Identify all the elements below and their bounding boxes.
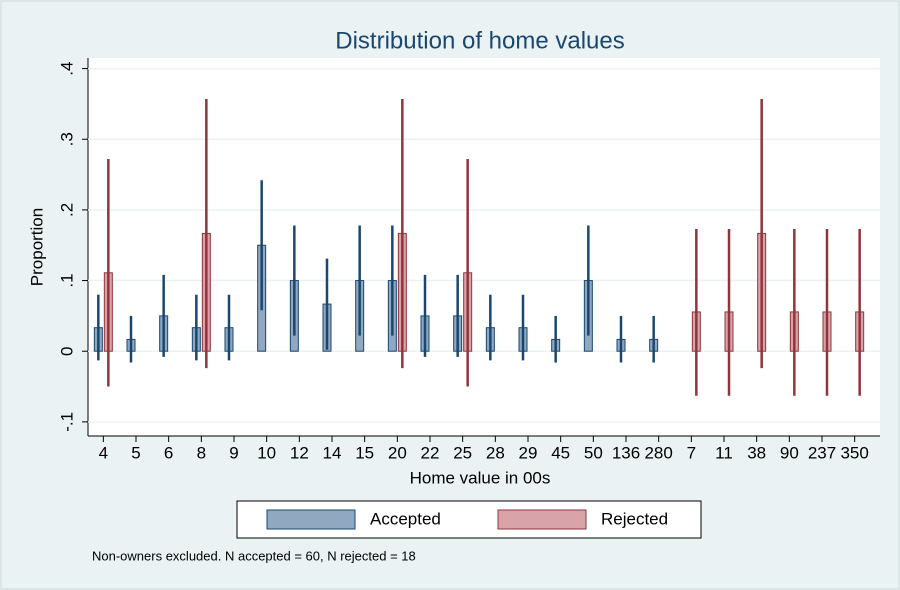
x-tick-label: 45 [551,443,570,462]
chart-title: Distribution of home values [335,27,624,54]
x-tick-label: 28 [486,443,505,462]
x-tick-label: 90 [780,443,799,462]
legend-label: Rejected [601,509,668,528]
x-tick-label: 50 [584,443,603,462]
x-tick-label: 237 [808,443,836,462]
x-tick-label: 11 [715,443,733,462]
y-tick-label: 0 [57,346,76,355]
x-tick-label: 7 [687,443,696,462]
y-tick-label: .2 [57,203,76,217]
legend-swatch [266,509,356,530]
x-tick-label: 10 [257,443,276,462]
x-tick-label: 350 [840,443,868,462]
y-tick-label: .4 [57,62,76,76]
legend-swatch [497,509,587,530]
x-tick-label: 14 [323,443,342,462]
x-tick-label: 29 [519,443,538,462]
x-tick-label: 5 [131,443,140,462]
y-tick-label: .1 [57,273,76,287]
x-tick-label: 22 [421,443,440,462]
x-tick-label: 9 [229,443,238,462]
y-axis-title: Proportion [27,208,46,286]
x-tick-label: 20 [388,443,407,462]
plot-area [88,58,880,436]
x-axis-title: Home value in 00s [410,468,551,487]
y-tick-label: .3 [57,132,76,146]
x-tick-label: 15 [355,443,374,462]
x-tick-label: 12 [290,443,309,462]
x-tick-label: 280 [644,443,672,462]
legend-label: Accepted [370,509,441,528]
x-tick-label: 136 [612,443,640,462]
x-tick-label: 25 [453,443,472,462]
y-tick-label: -.1 [57,412,76,432]
x-tick-label: 38 [747,443,766,462]
x-tick-label: 4 [99,443,108,462]
x-tick-label: 8 [197,443,206,462]
note: Non-owners excluded. N accepted = 60, N … [92,548,416,563]
x-tick-label: 6 [164,443,173,462]
